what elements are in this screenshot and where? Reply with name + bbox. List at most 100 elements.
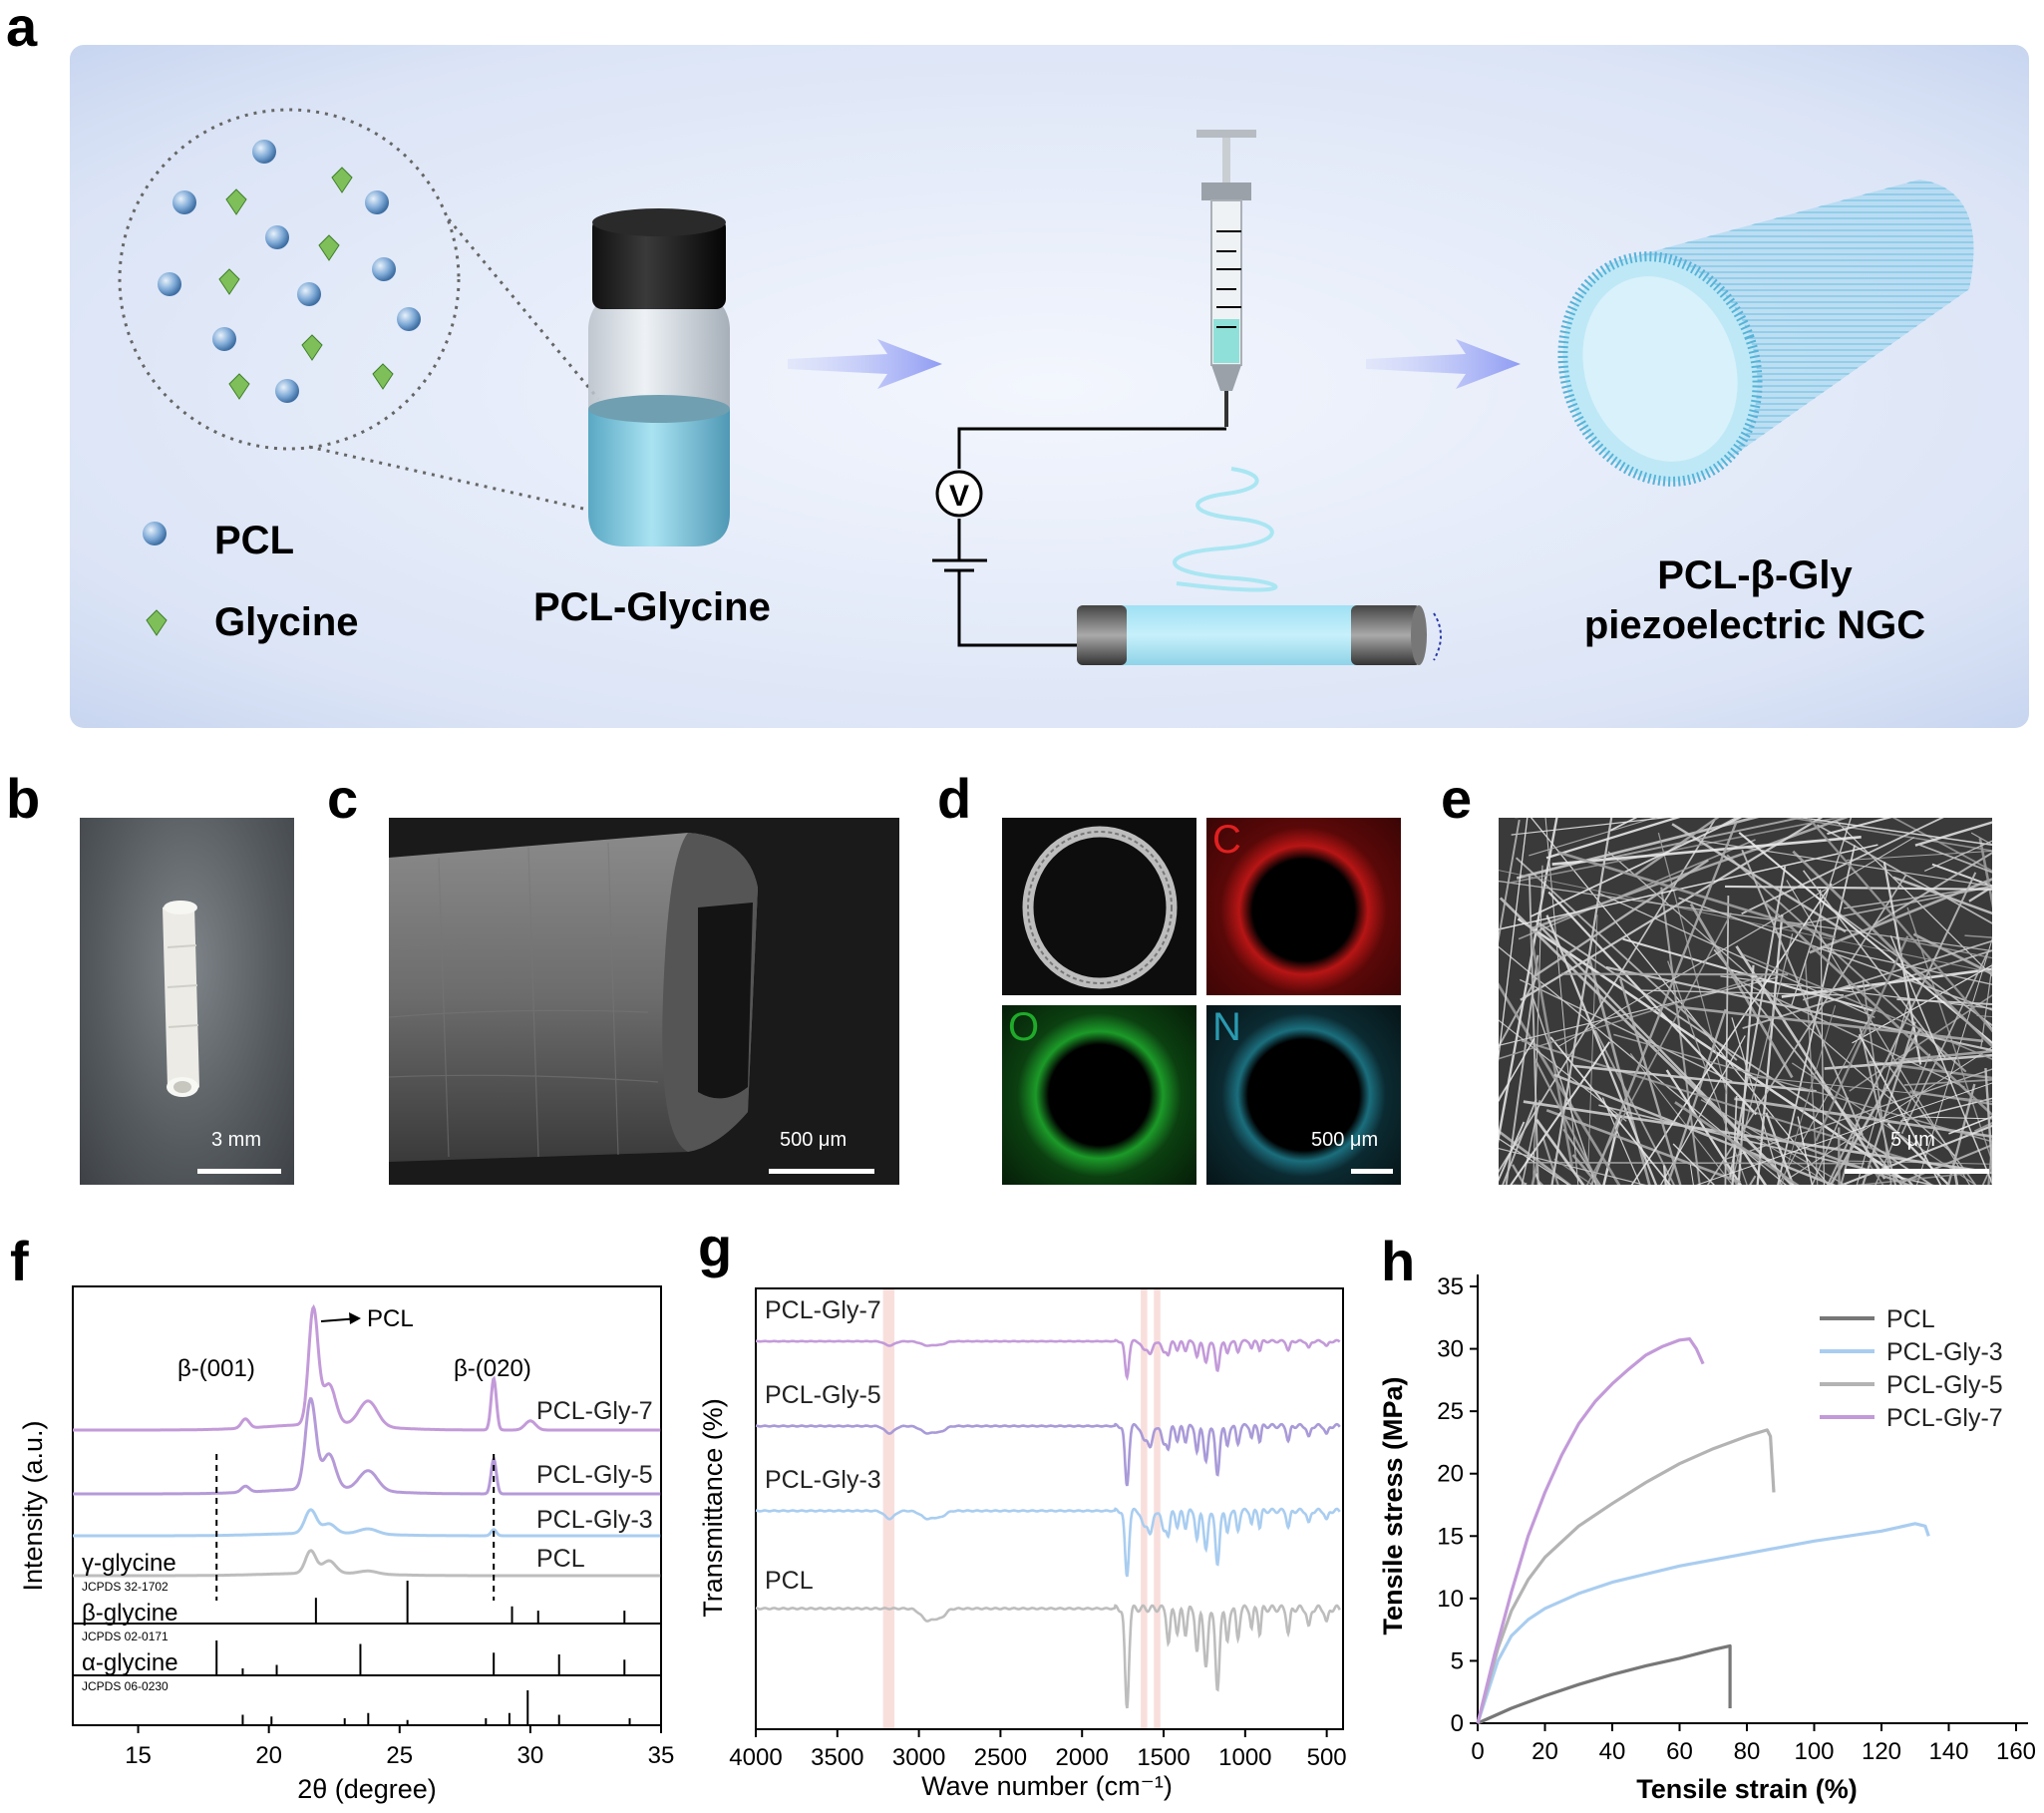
eds-sem-image: [1002, 818, 1196, 995]
ftir-label-pcl: PCL: [765, 1567, 814, 1595]
scale-bar-c: [769, 1169, 874, 1174]
tensile-xtick-label: 40: [1599, 1738, 1626, 1765]
ftir-xtick-label: 4000: [729, 1744, 782, 1771]
tensile-series-pcl-gly-7: [1476, 1337, 1705, 1724]
tensile-legend-pcl-gly-5: PCL-Gly-5: [1886, 1371, 2003, 1399]
ftir-label-pcl-gly-5: PCL-Gly-5: [765, 1381, 881, 1409]
tensile-xtick-label: 160: [1996, 1738, 2036, 1765]
ftir-xtick-label: 2000: [1056, 1744, 1109, 1771]
fabrication-schematic: PCL Glycine PCL-Glycine V: [70, 45, 2029, 728]
ftir-highlight-band-2: [1154, 1288, 1161, 1729]
legend-sphere: [143, 522, 167, 545]
xrd-label-pcl-gly-3: PCL-Gly-3: [536, 1506, 653, 1534]
tensile-xtick-label: 80: [1734, 1738, 1761, 1765]
tensile-xtick-label: 60: [1666, 1738, 1693, 1765]
tensile-ytick-label: 10: [1437, 1586, 1464, 1613]
product-label-line2: piezoelectric NGC: [1584, 603, 1925, 647]
scale-bar-b: [197, 1169, 281, 1174]
conduit-photo: [80, 818, 294, 1185]
nerve-guidance-conduit: [1557, 180, 1974, 487]
tensile-ytick-label: 0: [1451, 1710, 1464, 1737]
xrd-annotation-beta001: β-(001): [177, 1355, 255, 1382]
ftir-plot-frame: [755, 1287, 1344, 1730]
scale-label-d: 500 μm: [1311, 1129, 1379, 1151]
tensile-series-pcl: [1477, 1643, 1732, 1725]
tensile-series-pcl-gly-5: [1476, 1428, 1776, 1724]
ftir-series-pcl: [755, 1604, 1341, 1709]
ftir-series-pcl-gly-7: [756, 1338, 1341, 1381]
glycine-crystals: [146, 167, 394, 636]
xrd-label-pcl-gly-5: PCL-Gly-5: [536, 1461, 653, 1489]
ftir-highlight-band-1: [1141, 1288, 1148, 1729]
reference-code-1: JCPDS 02-0171: [82, 1630, 169, 1643]
reference-name-1: β-glycine: [82, 1600, 178, 1627]
scale-bar-d: [1351, 1169, 1393, 1174]
syringe-icon: [1196, 130, 1256, 427]
legend-pcl-label: PCL: [214, 519, 294, 562]
ftir-ylabel: Transmittance (%): [698, 1398, 728, 1618]
ftir-xtick-label: 3000: [892, 1744, 945, 1771]
tensile-ytick-label: 30: [1437, 1336, 1464, 1363]
ftir-xtick-label: 1500: [1137, 1744, 1190, 1771]
rotating-collector: [1077, 605, 1442, 665]
reference-name-2: α-glycine: [82, 1649, 178, 1676]
ftir-xtick-label: 3500: [811, 1744, 863, 1771]
reference-name-0: γ-glycine: [82, 1550, 176, 1577]
tensile-ytick-label: 5: [1451, 1647, 1464, 1674]
panel-letter-c: c: [327, 767, 359, 830]
sem-conduit-image: [389, 818, 899, 1185]
reference-code-0: JCPDS 32-1702: [82, 1580, 169, 1594]
tensile-ylabel: Tensile stress (MPa): [1378, 1376, 1408, 1634]
tensile-xlabel: Tensile strain (%): [1636, 1774, 1858, 1804]
panel-letter-g: g: [698, 1216, 733, 1278]
legend-glycine: [146, 609, 168, 636]
tensile-xtick-label: 120: [1862, 1738, 1901, 1765]
reference-code-2: JCPDS 06-0230: [82, 1679, 169, 1693]
ftir-xlabel: Wave number (cm⁻¹): [921, 1771, 1173, 1801]
ftir-xtick-label: 1000: [1218, 1744, 1271, 1771]
tensile-ytick-label: 35: [1437, 1273, 1464, 1300]
xrd-xlabel: 2θ (degree): [297, 1774, 437, 1804]
panel-letter-e: e: [1441, 767, 1473, 830]
process-arrow-1: [788, 339, 942, 389]
scale-bar-e: [1845, 1169, 1989, 1174]
xrd-annotation-pcl: PCL: [367, 1305, 414, 1332]
xrd-series-pcl: [73, 1549, 661, 1578]
ftir-series-pcl-gly-3: [755, 1507, 1341, 1578]
tensile-xtick-label: 140: [1928, 1738, 1968, 1765]
tensile-ytick-label: 25: [1437, 1398, 1464, 1425]
tensile-ytick-label: 15: [1437, 1523, 1464, 1550]
tensile-xtick-label: 100: [1794, 1738, 1834, 1765]
element-label-c: C: [1212, 818, 1241, 862]
vial-label: PCL-Glycine: [533, 585, 771, 629]
panel-letter-d: d: [937, 767, 972, 830]
tensile-chart: 0 20 40 60 80 100 120 140 160 0 5 10 15 20 25 30 35 PCL PC…: [1378, 1273, 2036, 1804]
xrd-ylabel: Intensity (a.u.): [18, 1420, 48, 1591]
eds-map-oxygen: O: [1002, 1005, 1196, 1185]
scale-label-c: 500 μm: [780, 1129, 848, 1151]
product-label-line1: PCL-β-Gly: [1657, 553, 1853, 597]
ftir-label-pcl-gly-7: PCL-Gly-7: [765, 1296, 881, 1324]
xrd-series-pcl-gly-3: [73, 1508, 661, 1538]
eds-map-carbon: C: [1206, 818, 1401, 995]
panel-letter-h: h: [1381, 1230, 1416, 1292]
tensile-series-pcl-gly-3: [1476, 1522, 1930, 1724]
xrd-xtick-label: 15: [125, 1742, 152, 1769]
schematic-background: [70, 45, 2029, 728]
zoom-circle: [118, 108, 461, 451]
xrd-xtick-label: 20: [255, 1742, 282, 1769]
legend-glycine-label: Glycine: [214, 600, 359, 644]
xrd-xtick-label: 35: [648, 1742, 675, 1769]
sem-fiber-image: [1499, 818, 1992, 1185]
ftir-highlight-band-0: [882, 1288, 895, 1729]
scale-label-b: 3 mm: [211, 1129, 261, 1151]
eds-map-nitrogen: N: [1206, 1005, 1401, 1185]
voltmeter-icon: [935, 470, 983, 518]
panel-letter-a: a: [6, 0, 38, 58]
element-label-n: N: [1212, 1005, 1241, 1049]
xrd-label-pcl-gly-7: PCL-Gly-7: [536, 1397, 653, 1425]
tensile-legend-pcl: PCL: [1886, 1305, 1935, 1333]
circuit: [932, 427, 1226, 647]
xrd-series-pcl-gly-5: [73, 1396, 661, 1496]
ftir-xtick-label: 500: [1307, 1744, 1347, 1771]
